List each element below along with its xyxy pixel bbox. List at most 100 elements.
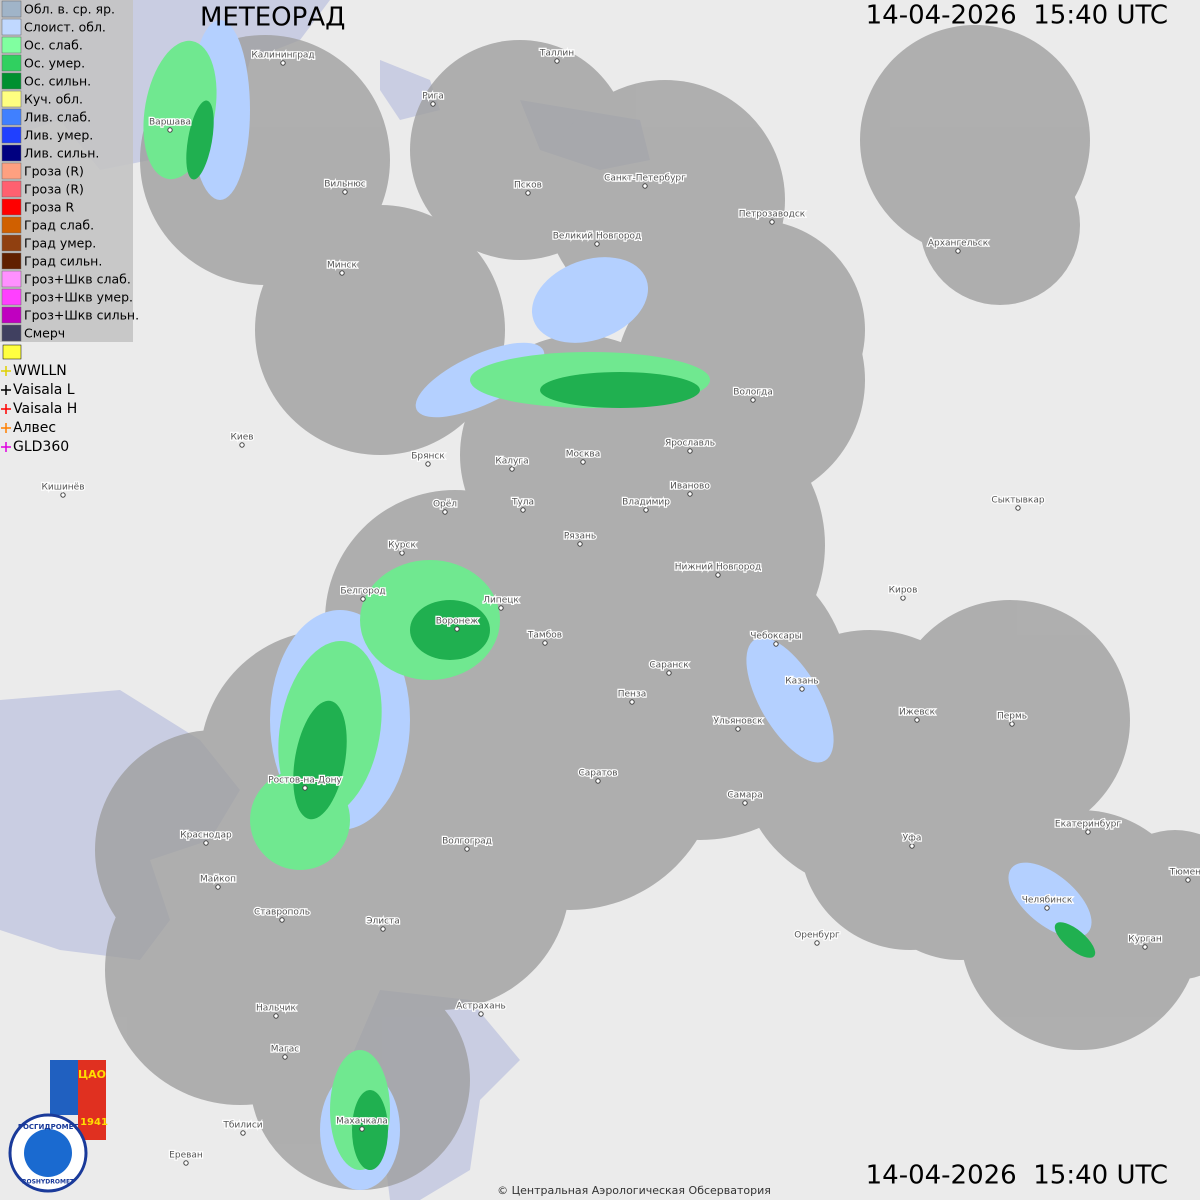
city-dot: [360, 596, 366, 602]
city-dot: [183, 1160, 189, 1166]
city-dot: [1009, 721, 1015, 727]
city-label: Ульяновск: [713, 717, 763, 727]
city-dot: [478, 1011, 484, 1017]
legend-swatch: [1, 324, 22, 342]
lightning-marker: [1, 442, 11, 452]
lightning-marker: [1, 404, 11, 414]
city-dot: [769, 219, 775, 225]
city-dot: [280, 60, 286, 66]
legend-label: Град сильн.: [24, 254, 102, 269]
city-label: Рязань: [564, 532, 596, 542]
city-dot: [279, 917, 285, 923]
city-label: Великий Новгород: [553, 232, 642, 242]
logo-name-en: ROSHYDROMET: [22, 1179, 75, 1186]
precipitation: [143, 20, 1096, 1190]
city-label: Калининград: [251, 51, 314, 61]
city-label: Элиста: [366, 917, 400, 927]
city-label: Оренбург: [794, 931, 840, 941]
city-label: Сыктывкар: [991, 496, 1044, 506]
city-dot: [577, 541, 583, 547]
city-label: Вологда: [733, 388, 772, 398]
city-dot: [909, 843, 915, 849]
lightning-label: Алвес: [13, 420, 56, 436]
city-dot: [900, 595, 906, 601]
precip-area: [746, 637, 834, 763]
logo-year: 1941: [80, 1117, 108, 1128]
city-label: Екатеринбург: [1055, 820, 1121, 830]
city-dot: [1185, 877, 1191, 883]
city-label: Уфа: [903, 834, 922, 844]
precip-area: [531, 257, 649, 343]
city-label: Иваново: [670, 482, 710, 492]
title: МЕТЕОРАД: [200, 3, 345, 33]
precip-area: [1008, 862, 1092, 938]
city-label: Липецк: [483, 596, 519, 606]
city-label: Тюмень: [1169, 868, 1200, 878]
city-dot: [282, 1054, 288, 1060]
lightning-label: Vaisala L: [13, 382, 75, 398]
logo-name-ru: РОСГИДРОМЕТ: [18, 1123, 79, 1131]
legend-label: Град умер.: [24, 236, 96, 251]
precip-area: [540, 372, 700, 408]
city-label: Белгород: [340, 587, 385, 597]
precip-area: [1054, 922, 1096, 958]
city-dot: [643, 507, 649, 513]
city-label: Ростов-на-Дону: [268, 776, 342, 786]
city-label: Махачкала: [336, 1117, 388, 1127]
legend-swatch: [1, 108, 22, 126]
legend-label: Гроза (R): [24, 182, 84, 197]
city-label: Курган: [1128, 935, 1162, 945]
city-label: Архангельск: [928, 239, 989, 249]
logo-inner: [24, 1129, 72, 1177]
city-label: Москва: [566, 450, 600, 460]
city-label: Чебоксары: [750, 632, 801, 642]
legend-swatch: [1, 18, 22, 36]
city-label: Владимир: [622, 498, 670, 508]
city-dot: [814, 940, 820, 946]
legend-label: Гроза (R): [24, 164, 84, 179]
city-dot: [629, 699, 635, 705]
legend-label: Слоист. обл.: [24, 20, 106, 35]
city-label: Ярославль: [665, 439, 715, 449]
legend-swatch: [1, 0, 22, 18]
city-dot: [799, 686, 805, 692]
city-dot: [430, 101, 436, 107]
city-label: Киев: [230, 433, 253, 443]
city-dot: [215, 884, 221, 890]
city-dot: [464, 846, 470, 852]
city-dot: [542, 640, 548, 646]
city-label: Нальчик: [256, 1004, 297, 1014]
city-dot: [442, 509, 448, 515]
city-dot: [203, 840, 209, 846]
city-dot: [380, 926, 386, 932]
city-dot: [454, 626, 460, 632]
legend-label: Смерч: [24, 326, 65, 341]
city-label: Астрахань: [456, 1002, 506, 1012]
city-label: Волгоград: [442, 837, 492, 847]
city-dot: [399, 550, 405, 556]
city-label: Кишинёв: [41, 483, 84, 493]
legend: Обл. в. ср. яр. Слоист. обл. Ос. слаб. Ос. …: [0, 0, 139, 455]
city-label: Минск: [327, 261, 357, 271]
city-label: Саранск: [649, 661, 689, 671]
legend-label: Лив. умер.: [24, 128, 93, 143]
legend-label: Гроз+Шкв умер.: [24, 290, 133, 305]
city-label: Тамбов: [527, 631, 562, 641]
radar-coverage: [95, 25, 1200, 1190]
legend-label: Куч. обл.: [24, 92, 83, 107]
city-label: Челябинск: [1022, 896, 1073, 906]
city-label: Брянск: [411, 452, 445, 462]
lightning-marker: [1, 385, 11, 395]
city-dot: [554, 58, 560, 64]
legend-swatch: [1, 234, 22, 252]
city-dot: [520, 507, 526, 513]
copyright: © Центральная Аэрологическая Обсерватори…: [497, 1184, 771, 1197]
city-dot: [273, 1013, 279, 1019]
city-dot: [687, 491, 693, 497]
legend-swatch: [1, 306, 22, 324]
lightning-marker: [1, 423, 11, 433]
city-label: Пермь: [997, 712, 1027, 722]
legend-label: Град слаб.: [24, 218, 94, 233]
city-dot: [742, 800, 748, 806]
legend-label: Лив. сильн.: [24, 146, 99, 161]
